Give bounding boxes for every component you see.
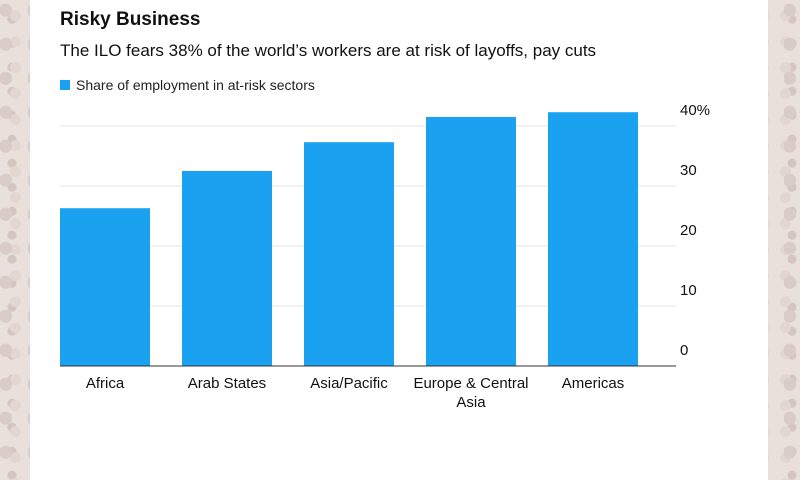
- y-tick-label: 30: [680, 162, 697, 179]
- chart-subtitle: The ILO fears 38% of the world’s workers…: [60, 41, 597, 60]
- x-category-label: Africa: [86, 375, 125, 392]
- bar: [304, 142, 394, 366]
- y-tick-label: 10: [680, 282, 697, 299]
- bar: [182, 171, 272, 366]
- bar: [548, 112, 638, 366]
- bar-chart: 0 10 20 30 40% Africa Arab States Asia/Pacific…: [60, 102, 710, 411]
- x-category-label: Arab States: [188, 375, 266, 392]
- x-category-label: Europe & Central Asia: [413, 375, 528, 411]
- bars: [60, 112, 638, 366]
- legend-swatch: [60, 80, 70, 90]
- bar: [426, 117, 516, 366]
- y-tick-label: 20: [680, 222, 697, 239]
- x-category-label: Asia/Pacific: [310, 375, 388, 392]
- x-category-label: Americas: [562, 375, 625, 392]
- y-tick-label: 40%: [680, 102, 710, 119]
- chart-card: Risky Business The ILO fears 38% of the …: [30, 0, 768, 480]
- legend-label: Share of employment in at-risk sectors: [76, 77, 315, 93]
- y-tick-label: 0: [680, 342, 688, 359]
- bar: [60, 208, 150, 366]
- x-axis-categories: Africa Arab States Asia/Pacific Europe & Ce…: [86, 375, 624, 411]
- legend: Share of employment in at-risk sectors: [60, 77, 315, 93]
- y-axis-ticks: 0 10 20 30 40%: [680, 102, 710, 359]
- chart-title: Risky Business: [60, 9, 201, 30]
